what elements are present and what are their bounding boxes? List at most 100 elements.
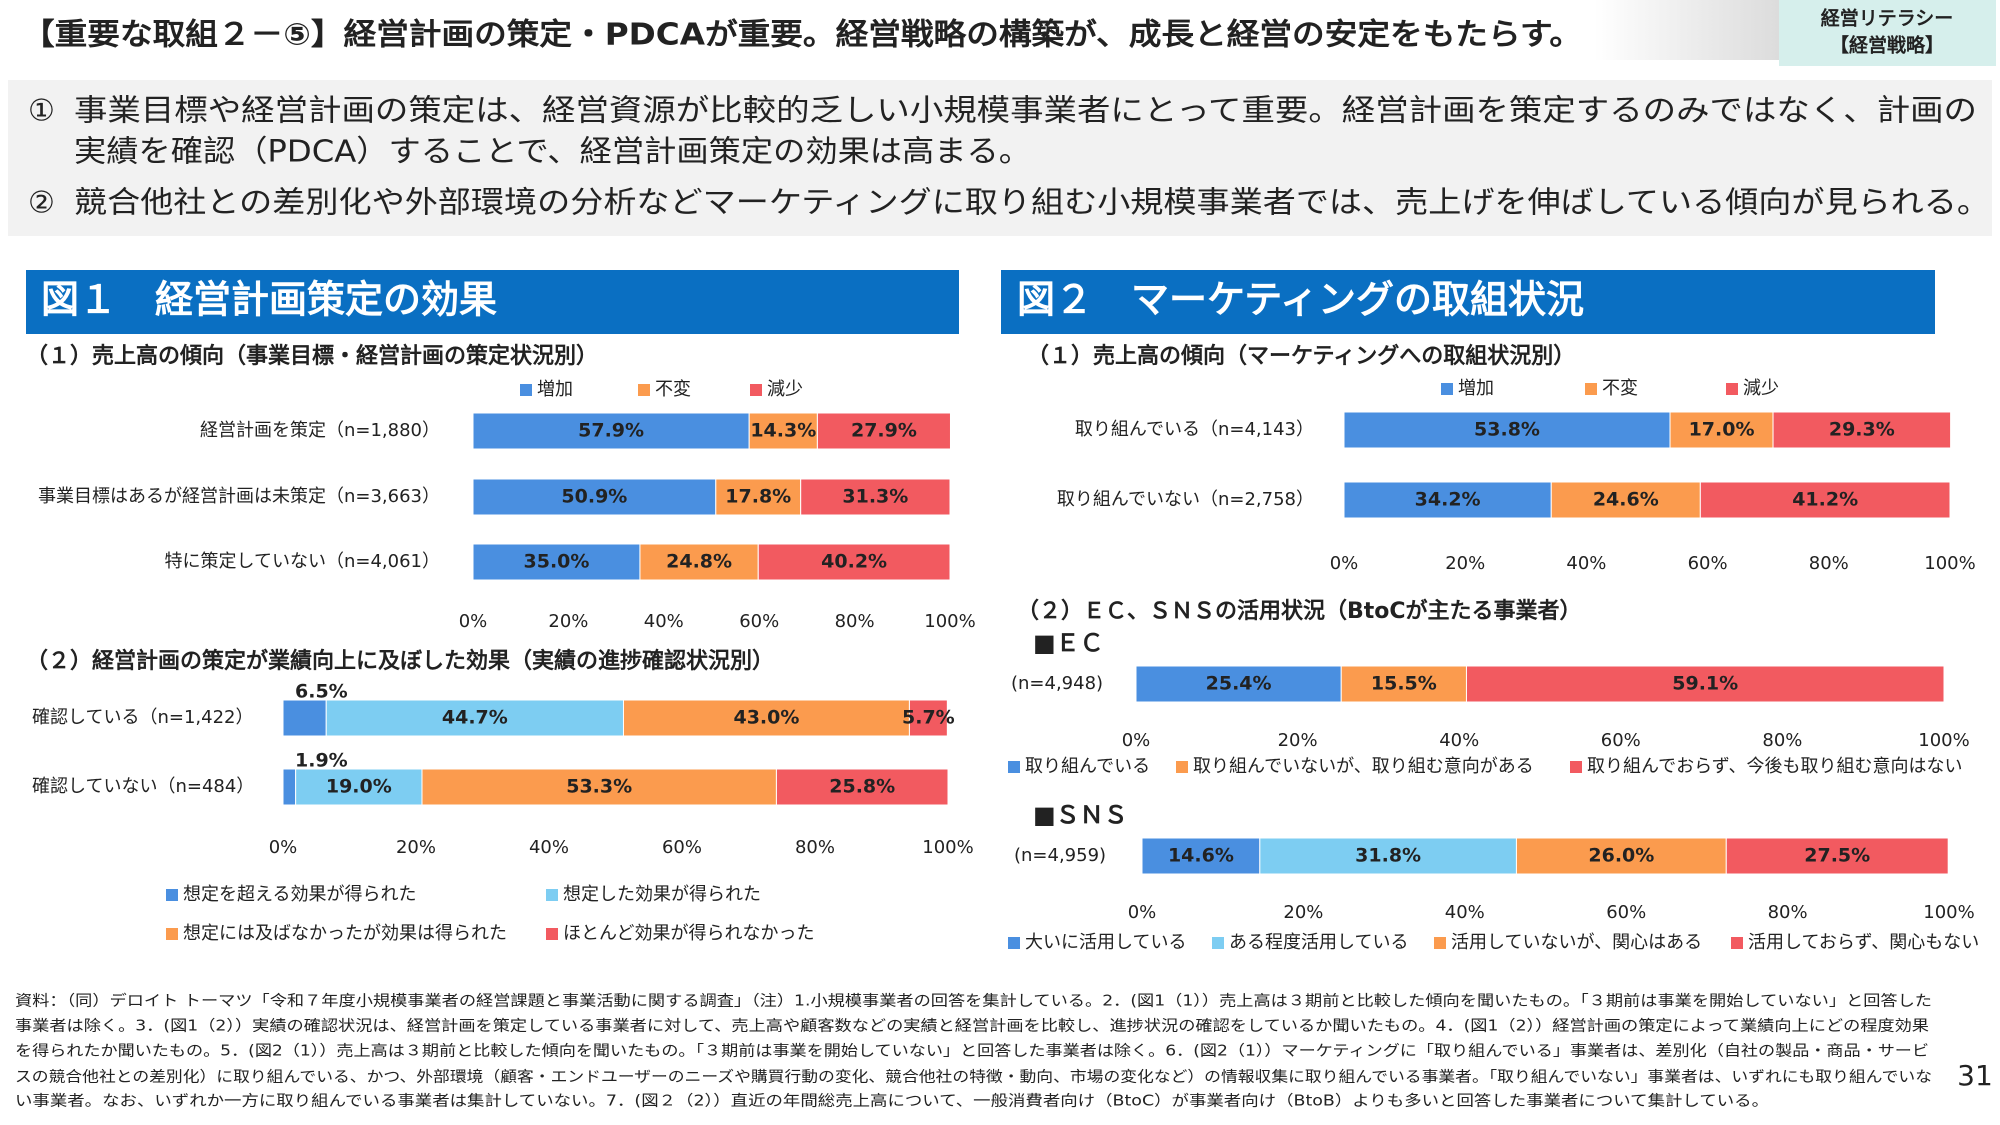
legend-swatch [638,384,650,396]
x-tick-label: 100% [1924,553,1975,574]
header-shade [1594,0,1779,60]
bar-segment [472,543,641,581]
chart-title: （１）売上高の傾向（マーケティングへの取組状況別） [1027,343,1575,369]
footnote: を得られたか聞いたもの。5．(図2（1））売上高は３期前と比較した傾向を聞いたも… [15,1042,1929,1060]
bar-segment [472,478,717,516]
x-tick-label: 60% [739,611,779,632]
bullet-marker: ① [28,94,55,129]
figure-title: 図１ 経営計画策定の効果 [41,278,497,322]
bar-segment [816,412,951,450]
bar-segment [1343,411,1671,449]
legend-swatch [1585,383,1597,395]
section-heading: （２）ＥＣ、ＳＮＳの活用状況（BtoCが主たる事業者） [1017,598,1582,624]
bar-segment [748,412,818,450]
bar-segment [800,478,951,516]
bar-segment [1135,665,1342,703]
value-label: 25.8% [829,776,895,798]
legend-label: 減少 [767,379,803,400]
x-tick-label: 0% [1330,553,1359,574]
x-tick-label: 40% [1439,730,1479,751]
legend-label: 不変 [655,379,691,400]
chart-title: （２）経営計画の策定が業績向上に及ぼした効果（実績の進捗確認状況別） [26,648,774,674]
legend-label: 大いに活用している [1025,932,1186,953]
legend-swatch [546,928,558,940]
legend-swatch [546,889,558,901]
legend-swatch [1176,761,1188,773]
page-number: 31 [1957,1059,1993,1092]
value-label: 50.9% [561,486,627,508]
legend-label: ほとんど効果が得られなかった [563,923,814,944]
category-label: 取り組んでいない（n=2,758） [1057,489,1314,510]
bar-segment [1699,481,1951,519]
legend-swatch [1212,937,1224,949]
category-label: 確認している（n=1,422） [32,707,253,728]
value-label: 31.8% [1355,845,1421,867]
bullet-text: 競合他社との差別化や外部環境の分析などマーケティングに取り組む小規模事業者では、… [74,186,1990,221]
bar-segment [908,699,948,737]
value-label: 44.7% [442,707,508,729]
legend-label: 想定には及ばなかったが効果は得られた [183,923,507,944]
footnote: い事業者。なお、いずれか一方に取り組んでいる事業者は集計していない。7．(図２（… [15,1092,1769,1110]
bar-segment [1465,665,1945,703]
footnote: 資料：（同）デロイト トーマツ「令和７年度小規模事業者の経営課題と事業活動に関す… [15,992,1932,1010]
bullet-marker: ② [28,186,55,221]
legend-label: 不変 [1602,378,1638,399]
x-tick-label: 60% [1601,730,1641,751]
badge [1779,0,1996,66]
category-label: 経営計画を策定（n=1,880） [200,420,440,441]
bar-segment [715,478,802,516]
value-label: 24.8% [666,551,732,573]
legend-swatch [520,384,532,396]
x-tick-label: 60% [662,837,702,858]
x-tick-label: 80% [835,611,875,632]
x-tick-label: 100% [1918,730,1969,751]
legend-label: 増加 [1458,378,1494,399]
x-tick-label: 0% [459,611,488,632]
bar-segment [1515,837,1727,875]
figure-header [26,270,959,334]
figure-title: 図２ マーケティングの取組状況 [1017,278,1584,322]
value-label: 31.3% [842,486,908,508]
bullet-text: 実績を確認（PDCA）することで、経営計画策定の効果は高まる。 [74,135,1031,170]
bar-segment [295,768,423,806]
bar-segment [1725,837,1949,875]
legend-label: 想定を超える効果が得られた [183,884,416,905]
legend-label: 活用していないが、関心はある [1451,932,1702,953]
value-label: 35.0% [524,551,590,573]
bar-segment [282,699,327,737]
x-tick-label: 60% [1606,902,1646,923]
x-tick-label: 100% [1923,902,1974,923]
value-label: 25.4% [1206,673,1272,695]
category-label: (n=4,948) [1011,673,1103,694]
bar-segment [472,412,750,450]
bar-segment [282,768,297,806]
x-tick-label: 0% [1128,902,1157,923]
legend-swatch [166,889,178,901]
bullet-text: 事業目標や経営計画の策定は、経営資源が比較的乏しい小規模事業者にとって重要。経営… [74,94,1977,129]
x-tick-label: 20% [1278,730,1318,751]
chart-title: ■ＳＮＳ [1033,801,1128,829]
bar-segment [622,699,910,737]
legend-swatch [750,384,762,396]
category-label: 特に策定していない（n=4,061） [165,551,440,572]
category-label: 事業目標はあるが経営計画は未策定（n=3,663） [38,486,440,507]
x-tick-label: 0% [269,837,298,858]
x-tick-label: 60% [1688,553,1728,574]
value-label: 24.6% [1593,489,1659,511]
x-tick-label: 100% [922,837,973,858]
legend-label: ある程度活用している [1229,932,1408,953]
footnote: 事業者は除く。3．(図1（2））実績の確認状況は、経営計画を策定している事業者に… [15,1017,1929,1035]
value-label: 41.2% [1792,489,1858,511]
value-label: 19.0% [326,776,392,798]
bar-segment [1669,411,1774,449]
legend-label: 取り組んでおらず、今後も取り組む意向はない [1587,756,1962,777]
value-label: 53.3% [566,776,632,798]
legend-swatch [1731,937,1743,949]
category-label: (n=4,959) [1014,845,1106,866]
value-label: 53.8% [1474,419,1540,441]
x-tick-label: 100% [924,611,975,632]
x-tick-label: 40% [1566,553,1606,574]
x-tick-label: 20% [1283,902,1323,923]
page-title: 【重要な取組２－⑤】経営計画の策定・PDCAが重要。経営戦略の構築が、成長と経営… [22,18,1582,53]
